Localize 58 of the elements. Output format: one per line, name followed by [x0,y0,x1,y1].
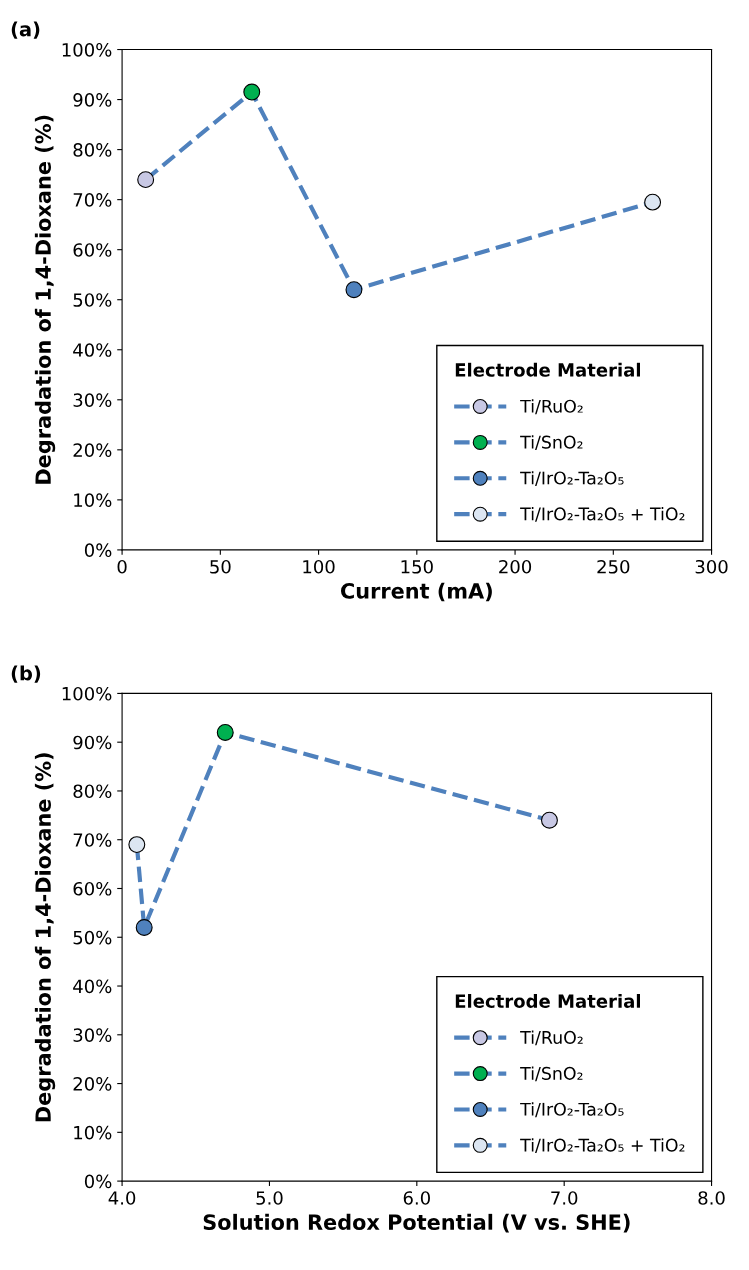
x-tick-label: 250 [597,559,630,574]
x-axis-title: Current (mA) [341,582,492,602]
legend-label: Ti/IrO₂-Ta₂O₅ [520,1102,624,1118]
x-tick-label: 5.0 [256,1191,283,1205]
x-tick-label: 4.0 [108,1191,136,1205]
legend-label: Ti/RuO₂ [520,1030,583,1046]
y-axis-title: Degradation of 1,4-Dioxane (%) [34,115,56,484]
y-tick-label: 100% [62,686,112,701]
y-tick-label: 0% [84,1174,112,1189]
y-tick-label: 70% [73,193,112,207]
legend-label: Ti/IrO₂-Ta₂O₅ [520,471,624,486]
legend-title: Electrode Material [455,362,641,377]
x-tick-label: 100 [303,559,335,574]
x-tick-label: 7.0 [551,1191,578,1205]
y-tick-label: 10% [74,493,112,507]
x-tick-label: 6.0 [403,1191,430,1205]
y-tick-label: 50% [73,293,112,307]
point [540,811,558,829]
y-tick-label: 100% [62,42,112,57]
point [135,919,153,936]
point [644,193,662,211]
y-axis-title: Degradation of 1,4-Dioxane (%) [34,753,56,1122]
y-tick-label: 20% [73,443,112,457]
point [243,83,261,101]
point [128,836,146,854]
legend-label: Ti/SnO₂ [520,1066,583,1082]
chart-title: (a) [11,21,40,39]
y-tick-label: 30% [73,1028,112,1042]
point [137,171,155,189]
x-tick-label: 150 [401,559,433,574]
chart-title: (b) [11,665,41,683]
y-tick-label: 10% [74,1125,112,1140]
y-tick-label: 0% [84,543,112,558]
x-tick-label: 0 [117,559,127,574]
y-tick-label: 40% [73,979,112,994]
y-tick-label: 70% [73,833,112,847]
x-tick-label: 300 [695,559,728,574]
y-tick-label: 20% [73,1077,112,1091]
point [345,281,363,299]
y-tick-label: 40% [73,343,112,357]
point [216,723,234,741]
x-axis-title: Solution Redox Potential (V vs. SHE) [203,1213,630,1233]
y-tick-label: 80% [73,143,112,157]
y-tick-label: 50% [73,930,112,945]
y-tick-label: 80% [73,784,112,799]
legend-label: Ti/IrO₂-Ta₂O₅ + TiO₂ [520,507,685,522]
x-tick-label: 8.0 [698,1191,725,1205]
y-tick-label: 60% [73,881,112,896]
y-tick-label: 90% [73,93,112,107]
legend-label: Ti/IrO₂-Ta₂O₅ + TiO₂ [520,1138,685,1154]
y-tick-label: 60% [73,243,112,257]
x-tick-label: 200 [499,559,532,574]
legend-title: Electrode Material [455,993,641,1008]
legend-label: Ti/SnO₂ [520,435,583,451]
y-tick-label: 30% [73,393,112,407]
legend-label: Ti/RuO₂ [520,399,583,415]
x-tick-label: 50 [210,559,231,574]
y-tick-label: 90% [73,735,112,750]
